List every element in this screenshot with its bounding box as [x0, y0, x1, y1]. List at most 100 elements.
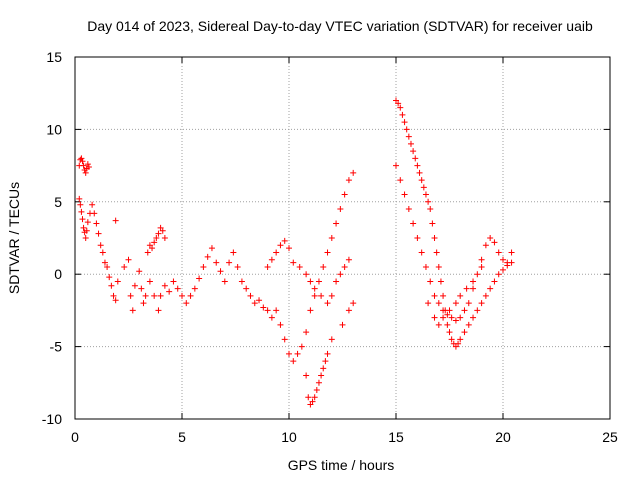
data-point — [311, 285, 318, 292]
data-point — [500, 266, 506, 273]
data-point — [157, 292, 164, 299]
data-point — [151, 239, 158, 246]
data-point — [324, 350, 331, 357]
data-point — [97, 242, 104, 249]
y-tick-label: -5 — [50, 339, 63, 355]
data-point — [131, 282, 138, 289]
data-point — [277, 242, 284, 249]
data-point — [127, 292, 134, 299]
data-point — [320, 365, 327, 372]
data-point — [435, 263, 442, 270]
data-point — [401, 119, 408, 126]
data-point — [155, 230, 162, 237]
data-point — [482, 242, 489, 249]
data-point — [307, 307, 314, 314]
data-point — [491, 278, 498, 285]
data-point — [217, 268, 224, 275]
data-point — [268, 256, 275, 263]
data-point — [452, 317, 459, 324]
data-point — [286, 350, 292, 357]
data-point — [161, 235, 168, 241]
data-point — [138, 285, 145, 292]
data-point — [151, 292, 158, 299]
data-point — [281, 237, 288, 244]
data-point — [264, 307, 271, 314]
data-point — [482, 292, 489, 299]
data-point — [311, 394, 318, 401]
data-point — [399, 111, 406, 118]
data-point — [425, 198, 432, 205]
data-point — [260, 304, 267, 311]
data-point — [429, 220, 436, 227]
data-point — [110, 292, 117, 299]
data-point — [328, 292, 335, 299]
data-point — [414, 162, 421, 169]
data-point — [251, 300, 258, 307]
data-point — [470, 278, 477, 285]
data-point — [91, 210, 98, 217]
data-point — [440, 314, 447, 321]
data-point — [286, 245, 292, 252]
data-point — [290, 259, 297, 266]
data-point — [422, 263, 429, 270]
data-point — [243, 285, 250, 292]
data-point — [407, 140, 414, 147]
data-point — [418, 177, 425, 184]
data-point — [448, 336, 455, 343]
data-point — [416, 169, 423, 176]
y-axis-label: SDTVAR / TECUs — [6, 182, 22, 294]
data-point — [140, 300, 147, 307]
data-point — [149, 245, 156, 252]
data-point — [495, 249, 502, 256]
data-point — [273, 307, 280, 314]
data-point — [322, 358, 329, 365]
data-point — [106, 274, 113, 281]
data-point — [303, 271, 310, 278]
data-point — [313, 387, 320, 394]
data-point — [155, 307, 162, 314]
data-point — [345, 307, 352, 314]
data-point — [478, 300, 485, 307]
data-point — [474, 307, 481, 314]
data-point — [395, 100, 402, 107]
data-point — [478, 263, 485, 270]
data-point — [405, 206, 412, 213]
data-point — [82, 235, 89, 241]
data-point — [84, 219, 91, 226]
data-point — [487, 285, 494, 292]
data-point — [350, 300, 357, 307]
data-point — [431, 235, 438, 241]
data-point — [427, 206, 434, 213]
data-point — [80, 162, 87, 169]
data-point — [78, 208, 85, 215]
data-point — [461, 329, 468, 336]
data-point — [397, 177, 404, 184]
data-point — [183, 300, 190, 307]
data-point — [307, 278, 314, 285]
data-point — [487, 235, 494, 241]
data-point — [309, 398, 316, 405]
data-point — [174, 285, 181, 292]
plot-frame — [74, 56, 611, 420]
data-point — [463, 285, 470, 292]
data-point — [303, 329, 310, 336]
data-point — [345, 256, 352, 263]
data-point — [425, 300, 432, 307]
data-point — [491, 239, 498, 246]
data-point — [112, 297, 119, 304]
data-point — [234, 263, 241, 270]
data-point — [320, 263, 327, 270]
data-point — [196, 275, 203, 282]
data-point — [298, 343, 305, 350]
data-point — [457, 336, 464, 343]
data-point — [401, 191, 408, 198]
data-point — [85, 164, 92, 171]
data-point — [277, 321, 284, 328]
x-tick-label: 25 — [602, 429, 618, 445]
data-point — [440, 307, 447, 314]
data-points — [76, 97, 515, 408]
data-point — [89, 201, 96, 208]
data-point — [333, 220, 340, 227]
data-point — [431, 314, 438, 321]
